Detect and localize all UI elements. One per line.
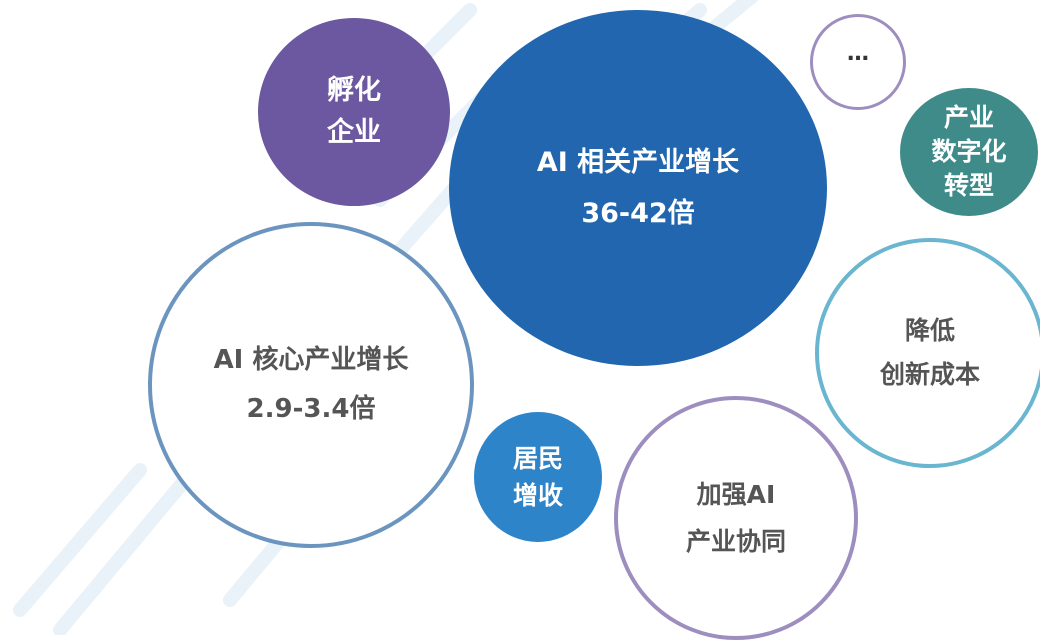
bubble-incubate-enterprises: 孵化 企业 (258, 18, 450, 206)
bubble-label: 产业协同 (685, 527, 786, 556)
bubble-label: 转型 (943, 170, 994, 200)
bubble-resident-income: 居民 增收 (474, 412, 602, 542)
bubble-more: … (810, 14, 906, 110)
bubble-label: 孵化 (327, 75, 381, 107)
bubble-label: AI 核心产业增长 (213, 344, 409, 375)
bubble-label: 加强AI (696, 479, 776, 509)
bubble-label: 创新成本 (879, 360, 980, 389)
bubble-strengthen-ai-synergy: 加强AI 产业协同 (614, 396, 858, 640)
bubble-ai-core-industry-growth: AI 核心产业增长 2.9-3.4倍 (148, 222, 474, 548)
bubble-value: 2.9-3.4倍 (246, 394, 376, 424)
bubble-label: 产业 (943, 103, 994, 133)
bubble-industry-digital-transformation: 产业 数字化 转型 (900, 88, 1038, 216)
bubble-label: 数字化 (931, 137, 1007, 167)
bubble-label: 降低 (904, 316, 955, 346)
bubble-label: 企业 (327, 117, 381, 148)
bubble-label: 居民 (512, 443, 563, 473)
bubble-label: 增收 (512, 481, 563, 510)
bubble-reduce-innovation-cost: 降低 创新成本 (815, 238, 1040, 468)
ellipsis-icon: … (847, 40, 869, 66)
bubble-ai-related-industry-growth: AI 相关产业增长 36-42倍 (449, 10, 827, 366)
bubble-value: 36-42倍 (581, 198, 695, 229)
bubble-label: AI 相关产业增长 (536, 146, 740, 178)
